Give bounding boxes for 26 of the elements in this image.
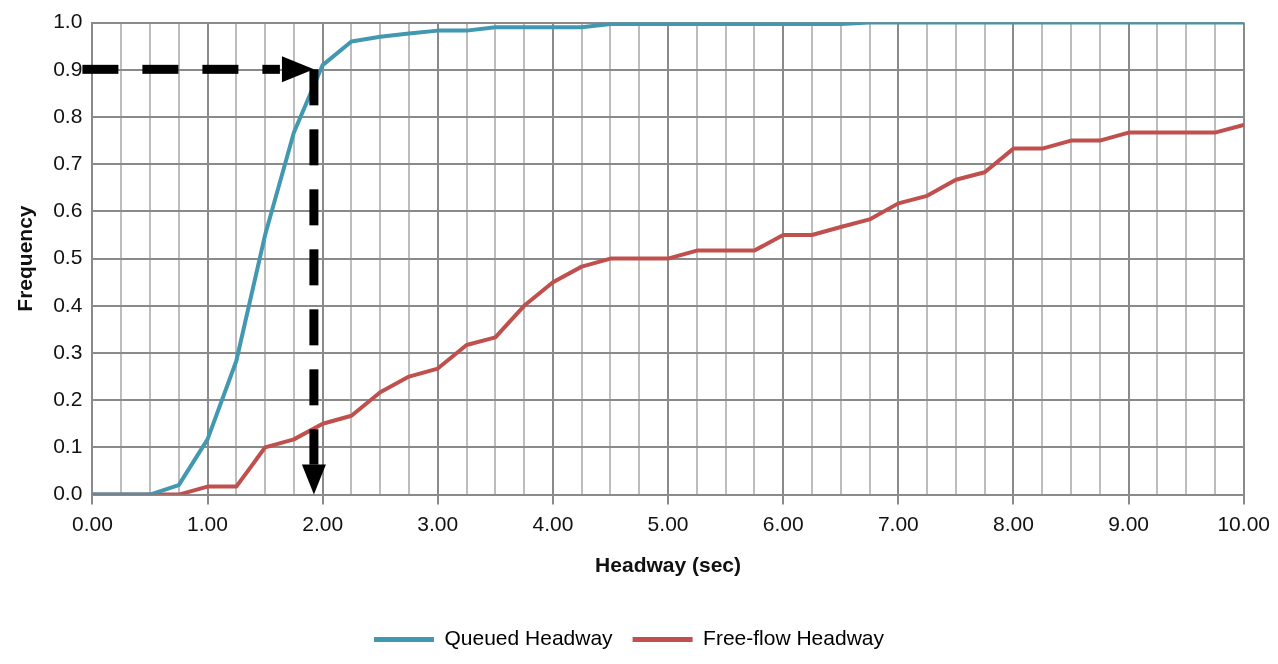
x-tick-label: 6.00 [762, 512, 804, 535]
legend-label: Queued Headway [444, 626, 614, 650]
y-tick-label: 0.5 [53, 245, 83, 269]
y-axis-title: Frequency [13, 205, 37, 312]
x-tick-label: 2.00 [302, 512, 344, 535]
x-tick-label: 7.00 [877, 512, 919, 535]
y-tick-label: 0.3 [53, 339, 83, 363]
legend-label: Free-flow Headway [703, 626, 885, 650]
x-tick-label: 3.00 [417, 512, 459, 535]
y-tick-label: 0.8 [53, 103, 83, 127]
x-axis-title: Headway (sec) [595, 553, 742, 577]
x-tick-label: 10.00 [1217, 512, 1271, 535]
y-tick-label: 1.0 [53, 9, 83, 33]
y-tick-label: 0.1 [53, 434, 83, 458]
x-tick-label: 8.00 [993, 512, 1034, 535]
x-tick-label: 5.00 [647, 512, 689, 535]
y-tick-label: 0.4 [53, 292, 83, 316]
y-tick-label: 0.0 [53, 481, 83, 505]
y-tick-label: 0.9 [53, 56, 83, 80]
x-tick-label: 9.00 [1108, 512, 1150, 535]
x-tick-label: 0.00 [71, 512, 113, 535]
y-tick-label: 0.7 [53, 151, 83, 174]
x-tick-label: 1.00 [187, 512, 228, 535]
y-tick-label: 0.6 [53, 198, 83, 222]
y-tick-label: 0.2 [53, 387, 83, 410]
x-tick-label: 4.00 [532, 512, 574, 535]
